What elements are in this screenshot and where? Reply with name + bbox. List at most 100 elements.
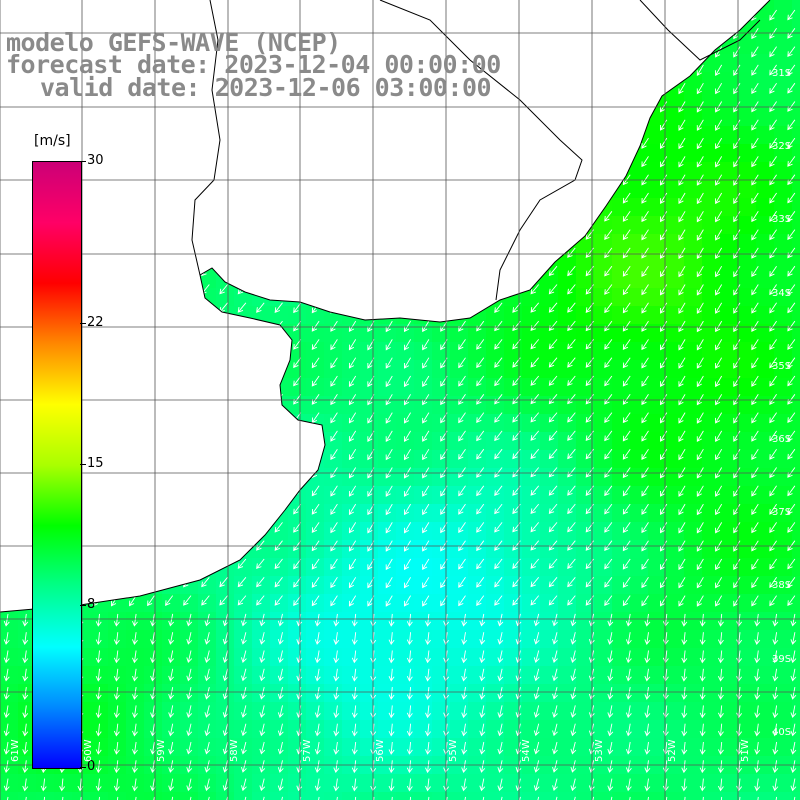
wind-speed-cell xyxy=(504,774,523,793)
wind-arrow xyxy=(787,467,796,478)
wind-speed-cell xyxy=(270,468,289,487)
wind-speed-cell xyxy=(432,108,451,127)
wind-arrow xyxy=(274,558,283,570)
wind-arrow xyxy=(548,265,558,277)
wind-arrow xyxy=(790,778,797,792)
wind-arrow xyxy=(733,156,741,168)
wind-arrow xyxy=(754,668,761,682)
wind-speed-cell xyxy=(180,108,199,127)
wind-arrow xyxy=(330,558,338,570)
wind-arrow xyxy=(458,485,466,497)
wind-arrow xyxy=(604,302,613,314)
wind-arrow xyxy=(425,760,431,774)
wind-speed-cell xyxy=(198,414,217,433)
wind-arrow xyxy=(497,796,504,800)
wind-arrow xyxy=(183,211,192,222)
wind-speed-cell xyxy=(594,576,613,595)
wind-arrow xyxy=(567,522,576,533)
wind-speed-cell xyxy=(666,720,685,739)
wind-arrow xyxy=(530,467,540,478)
wind-arrow xyxy=(515,796,522,800)
wind-speed-cell xyxy=(702,360,721,379)
wind-arrow xyxy=(0,82,9,94)
wind-arrow xyxy=(660,394,668,406)
wind-speed-cell xyxy=(0,288,19,307)
wind-speed-cell xyxy=(738,378,757,397)
wind-speed-cell xyxy=(738,738,757,757)
wind-arrow xyxy=(548,64,558,75)
wind-speed-cell xyxy=(0,558,19,577)
wind-speed-cell xyxy=(720,612,739,631)
wind-arrow xyxy=(787,64,796,76)
wind-speed-cell xyxy=(306,144,325,163)
wind-arrow xyxy=(150,668,156,682)
wind-speed-cell xyxy=(234,126,253,145)
wind-speed-cell xyxy=(522,342,541,361)
wind-arrow xyxy=(530,558,540,569)
wind-arrow xyxy=(699,796,706,800)
wind-arrow xyxy=(259,796,266,800)
wind-arrow xyxy=(403,156,411,168)
wind-speed-cell xyxy=(738,522,757,541)
wind-arrow xyxy=(183,174,192,185)
wind-speed-cell xyxy=(288,720,307,739)
wind-speed-cell xyxy=(162,792,181,800)
wind-arrow xyxy=(751,485,759,497)
wind-arrow xyxy=(567,503,576,515)
wind-arrow xyxy=(406,705,413,719)
wind-arrow xyxy=(681,760,688,774)
wind-arrow xyxy=(641,284,649,296)
wind-arrow xyxy=(129,448,137,460)
wind-speed-cell xyxy=(576,666,595,685)
wind-arrow xyxy=(183,137,192,149)
wind-speed-cell xyxy=(414,126,433,145)
wind-arrow xyxy=(530,174,540,185)
wind-arrow xyxy=(314,687,321,700)
wind-arrow xyxy=(3,687,10,700)
wind-speed-cell xyxy=(342,450,361,469)
wind-arrow xyxy=(497,668,504,682)
wind-arrow xyxy=(330,467,338,479)
wind-speed-cell xyxy=(648,630,667,649)
longitude-label: 52W xyxy=(667,739,678,762)
wind-speed-cell xyxy=(306,792,325,800)
wind-arrow xyxy=(92,558,100,571)
wind-arrow xyxy=(641,101,649,113)
wind-speed-cell xyxy=(468,252,487,271)
wind-speed-cell xyxy=(594,720,613,739)
wind-arrow xyxy=(699,760,706,774)
wind-arrow xyxy=(772,705,779,719)
wind-speed-cell xyxy=(252,468,271,487)
wind-speed-cell xyxy=(342,342,361,361)
wind-arrow xyxy=(129,522,137,534)
wind-speed-cell xyxy=(558,180,577,199)
wind-speed-cell xyxy=(684,630,703,649)
wind-speed-cell xyxy=(738,54,757,73)
wind-speed-cell xyxy=(576,378,595,397)
wind-arrow xyxy=(678,247,686,259)
wind-arrow xyxy=(95,760,102,774)
wind-arrow xyxy=(754,778,761,792)
wind-speed-cell xyxy=(270,612,289,631)
wind-speed-cell xyxy=(306,594,325,613)
wind-speed-cell xyxy=(216,666,235,685)
wind-speed-cell xyxy=(774,504,793,523)
wind-speed-cell xyxy=(270,630,289,649)
wind-arrow xyxy=(530,265,540,277)
wind-speed-cell xyxy=(360,378,379,397)
wind-arrow xyxy=(219,174,228,185)
wind-arrow xyxy=(3,705,10,719)
wind-arrow xyxy=(147,284,155,296)
wind-speed-cell xyxy=(630,612,649,631)
wind-speed-cell xyxy=(180,576,199,595)
wind-arrow xyxy=(696,320,704,333)
wind-speed-cell xyxy=(648,432,667,451)
wind-speed-cell xyxy=(522,18,541,37)
wind-speed-cell xyxy=(738,468,757,487)
wind-arrow xyxy=(641,577,649,589)
wind-speed-cell xyxy=(324,234,343,253)
wind-arrow xyxy=(403,522,411,534)
wind-arrow xyxy=(696,119,704,131)
wind-speed-cell xyxy=(378,216,397,235)
